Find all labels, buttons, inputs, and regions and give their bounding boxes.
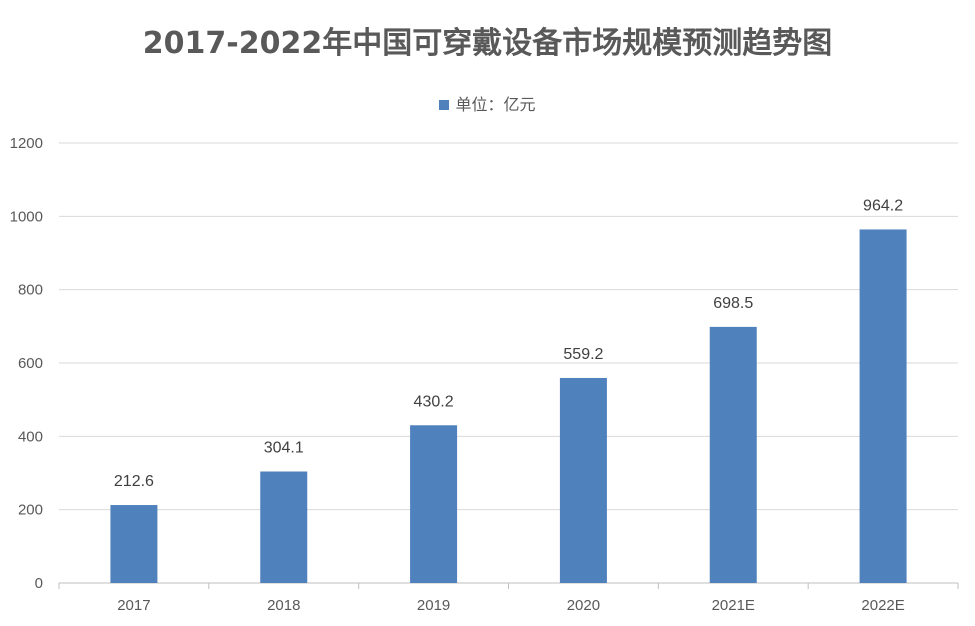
x-tick-label: 2018: [267, 597, 300, 614]
y-tick-label: 400: [18, 428, 43, 445]
data-label: 559.2: [563, 346, 603, 363]
y-tick-label: 600: [18, 355, 43, 372]
y-tick-label: 200: [18, 502, 43, 519]
data-label: 430.2: [414, 393, 454, 410]
legend: 单位：亿元: [0, 91, 975, 115]
y-tick-label: 0: [35, 575, 43, 592]
bar: [260, 471, 308, 583]
y-tick-label: 1000: [10, 208, 43, 225]
bar: [410, 425, 458, 583]
bar: [559, 377, 607, 583]
x-tick-label: 2022E: [861, 597, 904, 614]
x-tick-label: 2017: [117, 597, 150, 614]
legend-swatch: [439, 100, 450, 110]
y-tick-label: 800: [18, 282, 43, 299]
data-label: 698.5: [713, 295, 753, 312]
bar: [709, 326, 757, 583]
data-label: 964.2: [863, 197, 903, 214]
y-tick-label: 1200: [10, 135, 43, 152]
chart-title: 2017-2022年中国可穿戴设备市场规模预测趋势图: [142, 26, 833, 61]
x-tick-label: 2021E: [712, 597, 755, 614]
data-label: 304.1: [264, 439, 304, 456]
legend-label: 单位：亿元: [455, 95, 536, 114]
x-tick-label: 2019: [417, 597, 450, 614]
x-tick-label: 2020: [567, 597, 600, 614]
data-label: 212.6: [114, 473, 154, 490]
bar: [859, 229, 907, 583]
bar: [110, 505, 158, 583]
